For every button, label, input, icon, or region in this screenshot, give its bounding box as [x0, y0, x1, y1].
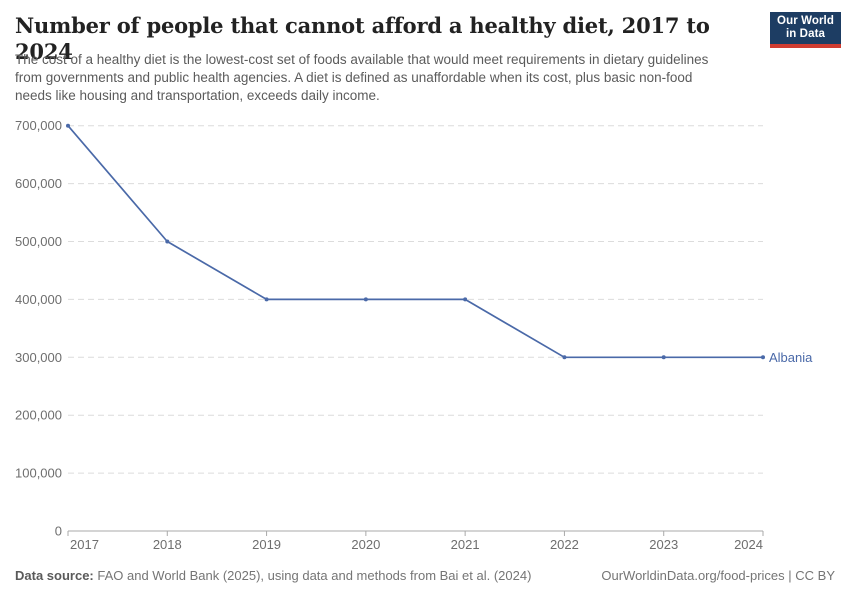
y-tick-label: 600,000	[15, 176, 62, 191]
x-tick-label: 2024	[734, 537, 763, 552]
y-tick-label: 700,000	[15, 118, 62, 133]
y-tick-label: 300,000	[15, 350, 62, 365]
data-point[interactable]	[363, 297, 368, 302]
license-link[interactable]: OurWorldinData.org/food-prices | CC BY	[601, 568, 835, 583]
owid-logo-line2: in Data	[785, 28, 826, 40]
x-tick-label: 2020	[351, 537, 380, 552]
data-point[interactable]	[66, 123, 70, 128]
data-source-note: Data source: FAO and World Bank (2025), …	[15, 568, 531, 583]
x-tick-label: 2019	[252, 537, 281, 552]
x-tick-label: 2017	[70, 537, 99, 552]
owid-logo[interactable]: Our World in Data	[770, 12, 841, 48]
data-point[interactable]	[463, 297, 468, 302]
chart-svg: 0 100,000 200,000 300,000 400,000 500,000 600,…	[15, 118, 813, 552]
y-tick-label: 0	[55, 524, 62, 539]
owid-logo-line1: Our World	[777, 14, 834, 27]
y-tick-label: 100,000	[15, 466, 62, 481]
entity-label[interactable]: Albania	[769, 350, 813, 365]
data-source-label: Data source:	[15, 568, 94, 583]
chart-title: Number of people that cannot afford a he…	[15, 13, 710, 65]
chart-footer: Data source: FAO and World Bank (2025), …	[15, 568, 835, 583]
chart-subtitle: The cost of a healthy diet is the lowest…	[15, 52, 709, 103]
x-tick-label: 2022	[550, 537, 579, 552]
y-tick-label: 400,000	[15, 292, 62, 307]
y-tick-label: 500,000	[15, 234, 62, 249]
data-point[interactable]	[264, 297, 269, 302]
data-point[interactable]	[661, 355, 666, 360]
data-point[interactable]	[165, 239, 170, 244]
x-tick-label: 2021	[451, 537, 480, 552]
data-point[interactable]	[562, 355, 567, 360]
data-line[interactable]	[67, 125, 763, 359]
data-point[interactable]	[761, 355, 765, 360]
x-tick-label: 2023	[649, 537, 678, 552]
y-tick-label: 200,000	[15, 408, 62, 423]
x-tick-label: 2018	[153, 537, 182, 552]
data-source-text: FAO and World Bank (2025), using data an…	[93, 568, 532, 583]
